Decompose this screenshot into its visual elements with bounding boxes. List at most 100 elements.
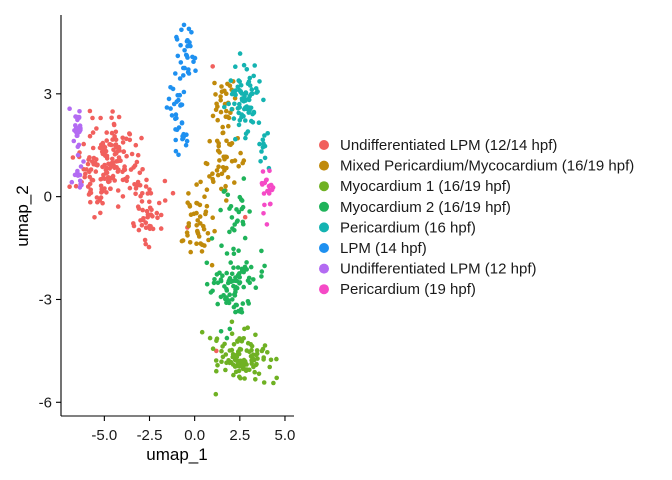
legend: Undifferentiated LPM (12/14 hpf) Mixed Pe… <box>319 137 634 298</box>
data-point <box>239 115 244 120</box>
data-point <box>269 182 274 188</box>
data-point <box>234 219 240 224</box>
data-point <box>90 145 96 151</box>
data-point <box>210 346 216 352</box>
data-point <box>174 34 179 40</box>
data-point <box>138 193 143 199</box>
data-point <box>127 131 133 137</box>
data-point <box>245 325 250 331</box>
data-point <box>120 140 126 145</box>
data-point <box>218 94 223 99</box>
data-point <box>137 170 143 176</box>
data-point <box>148 224 153 229</box>
data-point <box>230 297 235 302</box>
data-point <box>259 180 265 186</box>
data-point <box>241 96 247 102</box>
x-tick-label: -2.5 <box>137 427 163 444</box>
data-point <box>259 149 264 154</box>
data-point <box>224 251 230 256</box>
data-point <box>216 164 221 169</box>
data-point <box>75 144 81 149</box>
legend-key-0 <box>319 140 329 150</box>
data-point <box>207 138 212 144</box>
data-point <box>231 246 236 252</box>
data-point <box>132 182 137 187</box>
data-point <box>133 142 139 148</box>
data-point <box>243 131 249 136</box>
data-point <box>183 142 189 148</box>
data-point <box>258 159 263 164</box>
data-point <box>237 280 243 285</box>
data-point <box>231 265 236 271</box>
data-point <box>111 121 117 127</box>
data-point <box>239 206 245 212</box>
legend-label-0: Undifferentiated LPM (12/14 hpf) <box>340 137 557 154</box>
data-point <box>224 335 230 341</box>
data-point <box>229 271 235 277</box>
data-point <box>220 344 225 349</box>
data-point <box>185 233 190 238</box>
data-point <box>70 155 76 160</box>
x-tick-label: -5.0 <box>91 427 117 444</box>
data-point <box>168 106 173 111</box>
data-point <box>122 164 127 169</box>
data-point <box>233 136 238 142</box>
data-point <box>247 209 252 214</box>
data-point <box>224 165 229 171</box>
data-point <box>237 79 242 84</box>
data-point <box>224 270 229 276</box>
data-point <box>209 236 215 241</box>
data-point <box>74 114 79 120</box>
data-point <box>186 71 192 76</box>
data-point <box>199 329 205 335</box>
data-point <box>249 347 254 353</box>
data-point <box>85 184 91 189</box>
data-point <box>195 201 200 206</box>
data-point <box>238 89 243 94</box>
data-point <box>129 151 135 157</box>
data-point <box>218 294 224 300</box>
data-point <box>102 162 107 168</box>
data-point <box>237 194 243 200</box>
data-point <box>169 113 175 118</box>
data-point <box>234 358 240 364</box>
data-point <box>246 97 252 103</box>
data-point <box>85 161 91 167</box>
legend-key-1 <box>319 160 329 171</box>
data-point <box>88 199 93 205</box>
data-point <box>222 104 227 110</box>
data-point <box>236 164 241 169</box>
data-point <box>108 142 114 148</box>
data-point <box>243 105 248 110</box>
data-point <box>78 164 84 169</box>
data-point <box>232 364 238 369</box>
data-point <box>209 262 215 268</box>
data-point <box>195 218 200 223</box>
x-tick-label: 5.0 <box>275 427 296 444</box>
data-point <box>131 223 137 229</box>
data-point <box>228 142 233 148</box>
data-point <box>135 179 141 185</box>
data-point <box>233 92 238 98</box>
data-point <box>254 90 259 95</box>
data-point <box>78 181 83 187</box>
data-point <box>146 244 152 250</box>
data-point <box>236 209 242 215</box>
data-point <box>168 85 173 90</box>
legend-key-2 <box>319 181 329 192</box>
data-point <box>106 177 112 183</box>
data-point <box>215 172 221 178</box>
data-point <box>226 123 231 129</box>
data-point <box>253 377 258 382</box>
data-point <box>100 176 106 181</box>
data-point <box>274 356 279 362</box>
data-point <box>219 348 224 354</box>
data-point <box>261 191 267 196</box>
data-point <box>241 176 247 181</box>
data-point <box>236 248 241 253</box>
x-axis-title: umap_1 <box>146 445 207 464</box>
data-point <box>261 355 267 360</box>
data-point <box>98 195 104 200</box>
data-point <box>218 109 224 115</box>
data-point <box>182 48 187 53</box>
